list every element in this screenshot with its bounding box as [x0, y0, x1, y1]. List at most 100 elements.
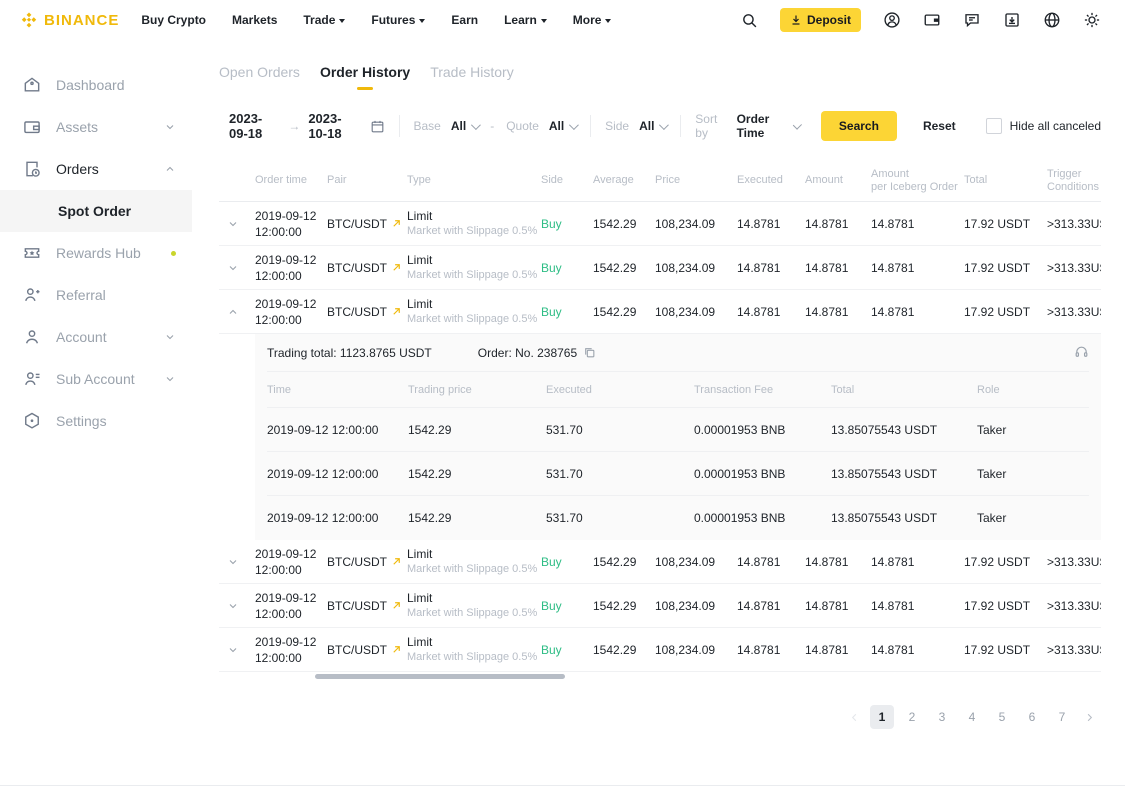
sidebar-item-orders[interactable]: Orders [0, 148, 192, 190]
sidebar-item-assets[interactable]: Assets [0, 106, 192, 148]
fill-role-cell: Taker [977, 466, 1007, 481]
page-number[interactable]: 4 [968, 710, 976, 724]
executed-cell: 14.8781 [737, 304, 781, 319]
new-badge-dot [171, 250, 176, 256]
date-from[interactable]: 2023-09-18 [229, 111, 263, 141]
fill-executed-cell: 531.70 [546, 422, 583, 437]
reset-button[interactable]: Reset [922, 119, 956, 133]
sidebar-item-dashboard[interactable]: Dashboard [0, 64, 192, 106]
sidebar-item-settings[interactable]: Settings [0, 400, 192, 442]
quote-filter[interactable]: Quote All [506, 119, 580, 133]
nav-item-learn[interactable]: Learn [504, 13, 547, 27]
average-cell: 1542.29 [593, 554, 637, 569]
binance-logo-icon [20, 11, 38, 29]
nav-item-markets[interactable]: Markets [232, 13, 278, 27]
fill-price-cell: 1542.29 [408, 511, 452, 525]
col-time: Time [267, 383, 292, 396]
profile-icon[interactable] [883, 11, 901, 29]
fill-price-cell: 1542.29 [408, 422, 452, 437]
hide-all-canceled-toggle[interactable]: Hide all canceled [985, 118, 1101, 134]
fill-table-header: Time Trading price Executed Transaction … [267, 372, 1089, 408]
wallet-icon[interactable] [923, 11, 941, 29]
pair-cell: BTC/USDT [327, 643, 407, 657]
nav-item-earn[interactable]: Earn [451, 13, 479, 27]
expand-row-toggle[interactable] [219, 600, 255, 612]
main-content: Open Orders Order History Trade History … [192, 40, 1125, 729]
search-icon[interactable] [741, 12, 758, 29]
referral-icon [22, 285, 42, 305]
copy-icon[interactable] [583, 346, 596, 359]
tab[interactable]: Order History [320, 64, 410, 90]
sidebar-item-spot-order[interactable]: Spot Order [0, 190, 192, 232]
calendar-icon[interactable] [370, 119, 385, 134]
sort-by-filter[interactable]: Sort by Order Time [695, 112, 802, 140]
side-cell: Buy [541, 554, 562, 569]
sidebar-item-rewards-hub[interactable]: Rewards Hub [0, 232, 192, 274]
support-headset-icon[interactable] [1074, 345, 1089, 360]
expand-row-toggle[interactable] [219, 218, 255, 230]
fill-fee-cell: 0.00001953 BNB [694, 466, 786, 481]
caret-down-icon [540, 18, 547, 23]
page-number[interactable]: 2 [908, 710, 916, 724]
side-filter[interactable]: Side All [605, 119, 670, 133]
total-cell: 17.92 USDT [964, 554, 1031, 569]
col-total: Total [964, 174, 988, 186]
nav-item-buy-crypto[interactable]: Buy Crypto [141, 13, 207, 27]
download-icon[interactable] [1003, 11, 1021, 29]
fill-rows: 2019-09-12 12:00:00 1542.29 531.70 0.000… [267, 408, 1089, 540]
page-number[interactable]: 3 [938, 710, 946, 724]
page-number[interactable]: 5 [998, 710, 1006, 724]
trigger-conditions-cell: >313.33USDT [1047, 554, 1101, 569]
nav-item-more[interactable]: More [573, 13, 612, 27]
base-filter[interactable]: Base All [413, 119, 482, 133]
col-type: Type [407, 174, 431, 186]
horizontal-scrollbar [219, 674, 1101, 679]
scrollbar-thumb[interactable] [315, 674, 565, 679]
page-number[interactable]: 6 [1028, 710, 1036, 724]
chevron-down-icon [659, 119, 670, 130]
total-cell: 17.92 USDT [964, 260, 1031, 275]
tab[interactable]: Open Orders [219, 64, 300, 80]
fill-time-cell: 2019-09-12 12:00:00 [267, 511, 379, 525]
chat-icon[interactable] [963, 11, 981, 29]
binance-logo[interactable]: BINANCE [20, 11, 119, 29]
tab[interactable]: Trade History [430, 64, 514, 80]
nav-item-futures[interactable]: Futures [371, 13, 426, 27]
external-link-icon[interactable] [391, 644, 402, 655]
theme-sun-icon[interactable] [1083, 11, 1101, 29]
hide-canceled-checkbox[interactable] [985, 118, 1002, 134]
external-link-icon[interactable] [391, 556, 402, 567]
external-link-icon[interactable] [391, 306, 402, 317]
expand-row-toggle[interactable] [219, 306, 255, 318]
sidebar-item-sub-account[interactable]: Sub Account [0, 358, 192, 400]
expand-row-toggle[interactable] [219, 644, 255, 656]
col-price: Price [655, 174, 681, 186]
order-row: 2019-09-12 12:00:00 BTC/USDT Limit Market … [219, 584, 1101, 628]
price-cell: 108,234.09 [655, 216, 716, 231]
sidebar-item-referral[interactable]: Referral [0, 274, 192, 316]
page-number[interactable]: 1 [870, 705, 894, 729]
nav-item-trade[interactable]: Trade [303, 13, 346, 27]
sidebar-item-account[interactable]: Account [0, 316, 192, 358]
next-page-icon[interactable] [1080, 712, 1099, 723]
date-to[interactable]: 2023-10-18 [308, 111, 342, 141]
col-trigger-conditions: Trigger Conditions [1047, 167, 1099, 193]
page-number[interactable]: 7 [1058, 710, 1066, 724]
expand-row-toggle[interactable] [219, 556, 255, 568]
external-link-icon[interactable] [391, 262, 402, 273]
iceberg-amount-cell: 14.8781 [871, 642, 915, 657]
deposit-button[interactable]: Deposit [779, 8, 861, 32]
col-executed: Executed [737, 174, 783, 186]
globe-icon[interactable] [1043, 11, 1061, 29]
trigger-conditions-cell: >313.33USDT [1047, 216, 1101, 231]
date-range-picker[interactable]: 2023-09-18 → 2023-10-18 [219, 111, 385, 141]
external-link-icon[interactable] [391, 600, 402, 611]
search-button[interactable]: Search [820, 111, 897, 141]
external-link-icon[interactable] [391, 218, 402, 229]
expand-row-toggle[interactable] [219, 262, 255, 274]
pair-cell: BTC/USDT [327, 217, 407, 231]
chevron-down-icon [164, 331, 176, 343]
prev-page-icon[interactable] [845, 712, 864, 723]
fill-total-cell: 13.85075543 USDT [831, 466, 938, 481]
fill-row: 2019-09-12 12:00:00 1542.29 531.70 0.000… [267, 452, 1089, 496]
